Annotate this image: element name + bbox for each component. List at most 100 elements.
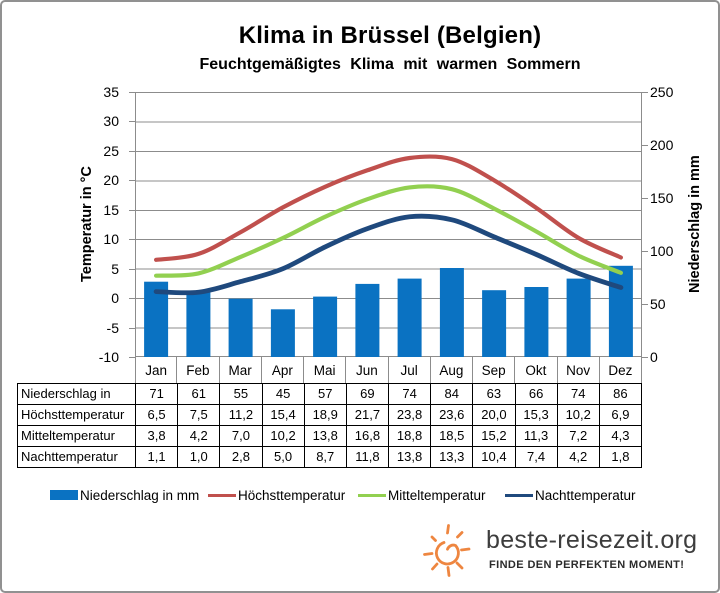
- table-cell: 11,8: [346, 447, 388, 467]
- right-axis-tick-label: 0: [650, 349, 658, 365]
- table-cell: 7,2: [557, 426, 599, 446]
- month-label: Nov: [558, 357, 600, 384]
- table-cell: 18,8: [389, 426, 431, 446]
- table-cell: 8,7: [304, 447, 346, 467]
- month-label: Aug: [431, 357, 473, 384]
- legend-line-swatch: [505, 493, 533, 497]
- left-axis-tick: [129, 357, 135, 358]
- table-cell: 16,8: [346, 426, 388, 446]
- table-cell: 11,3: [515, 426, 557, 446]
- legend-label: Höchsttemperatur: [238, 487, 346, 503]
- table-cell: 15,3: [515, 405, 557, 425]
- precipitation-bar: [270, 309, 295, 357]
- legend-label: Mitteltemperatur: [388, 487, 486, 503]
- table-cell: 1,0: [178, 447, 220, 467]
- left-axis-tick: [129, 92, 135, 93]
- climate-plot: [135, 92, 642, 357]
- table-cell: 4,2: [557, 447, 599, 467]
- left-axis-tick-label: 30: [103, 113, 119, 130]
- table-cell: 7,0: [220, 426, 262, 446]
- legend-label: Niederschlag in mm: [80, 487, 200, 503]
- left-axis-tick-labels: 35 30 25 20 15 10 5 0 -5 -10: [57, 84, 127, 365]
- table-cell: 13,8: [304, 426, 346, 446]
- left-axis-tick-label: 35: [103, 84, 119, 100]
- table-cell: 6,9: [599, 405, 641, 425]
- table-cell: 3,8: [136, 426, 178, 446]
- chart-legend: Niederschlag in mm Höchsttemperatur Mittel…: [2, 487, 718, 505]
- precipitation-bar: [608, 265, 633, 357]
- left-axis-tick-label: 15: [103, 201, 119, 218]
- table-cell: 10,2: [557, 405, 599, 425]
- precipitation-bar: [313, 296, 338, 357]
- table-cell: 18,9: [304, 405, 346, 425]
- precipitation-bar: [439, 268, 464, 357]
- sun-icon: [423, 524, 471, 577]
- month-label: Mai: [304, 357, 347, 384]
- table-cell: 66: [515, 384, 557, 404]
- table-cell: 2,8: [220, 447, 262, 467]
- table-cell: 10,2: [262, 426, 304, 446]
- table-cell: 20,0: [473, 405, 515, 425]
- left-axis-tick: [129, 121, 135, 123]
- table-cell: 15,4: [262, 405, 304, 425]
- precipitation-bar: [186, 292, 211, 357]
- month-label: Jan: [135, 357, 178, 384]
- left-axis-tick-label: 0: [111, 290, 119, 307]
- precipitation-bar: [355, 283, 380, 357]
- table-cell: 1,1: [136, 447, 178, 467]
- right-axis-tick: [642, 304, 648, 305]
- precipitation-bar: [228, 298, 253, 357]
- temperature-line: [154, 154, 623, 262]
- right-axis-tick-label: 150: [650, 190, 674, 206]
- table-cell: 4,2: [178, 426, 220, 446]
- table-cell: 10,4: [473, 447, 515, 467]
- left-axis-tick: [129, 150, 135, 152]
- legend-line-swatch: [358, 493, 386, 497]
- table-cell: 69: [346, 384, 388, 404]
- table-row-label: Niederschlag in mm: [18, 384, 135, 404]
- right-axis-tick-label: 200: [650, 137, 674, 153]
- table-cell: 5,0: [262, 447, 304, 467]
- table-cell: 45: [262, 384, 304, 404]
- month-label: Apr: [262, 357, 304, 384]
- right-axis-tick: [642, 251, 648, 252]
- left-axis-tick-label: 10: [103, 231, 119, 248]
- table-cell: 71: [136, 384, 178, 404]
- month-label: Jun: [346, 357, 389, 384]
- precipitation-bar: [397, 278, 422, 357]
- table-cell: 74: [557, 384, 599, 404]
- site-logo: beste-reisezeit.org FINDE DEN PERFEKTEN …: [422, 520, 712, 582]
- table-cell: 74: [389, 384, 431, 404]
- table-cell: 57: [304, 384, 346, 404]
- left-axis-tick-label: 20: [103, 172, 119, 189]
- month-label: Sep: [473, 357, 516, 384]
- month-axis-labels: Jan Feb Mar Apr Mai Jun Jul Aug Sep Okt Nov Dez: [135, 357, 642, 384]
- table-cell: 7,5: [178, 405, 220, 425]
- right-axis-tick: [642, 198, 648, 199]
- table-row-label: Höchsttemperatur: [18, 405, 135, 425]
- left-axis-tick: [129, 180, 135, 182]
- precipitation-bar: [482, 290, 507, 357]
- left-axis-tick-label: -10: [98, 349, 119, 365]
- table-cell: 23,6: [431, 405, 473, 425]
- right-axis-tick-label: 100: [650, 243, 674, 259]
- right-axis-tick-label: 250: [650, 84, 674, 100]
- table-row-label: Nachttemperatur: [18, 447, 135, 467]
- table-cell: 84: [431, 384, 473, 404]
- precipitation-bar: [566, 278, 591, 357]
- table-cell: 13,8: [389, 447, 431, 467]
- table-row-label: Mitteltemperatur: [18, 426, 135, 446]
- logo-tagline: FINDE DEN PERFEKTEN MOMENT!: [489, 559, 685, 571]
- legend-item: Höchsttemperatur: [208, 487, 345, 503]
- month-label: Mar: [220, 357, 262, 384]
- month-label: Feb: [177, 357, 220, 384]
- legend-bar-swatch: [50, 490, 78, 500]
- table-cell: 23,8: [389, 405, 431, 425]
- left-axis-tick-label: -5: [106, 319, 119, 336]
- table-cell: 11,2: [220, 405, 262, 425]
- table-cell: 1,8: [599, 447, 641, 467]
- table-cell: 15,2: [473, 426, 515, 446]
- climate-data-table: Niederschlag in mm7161554557697484636674…: [17, 383, 642, 468]
- left-axis-tick-label: 5: [111, 260, 119, 277]
